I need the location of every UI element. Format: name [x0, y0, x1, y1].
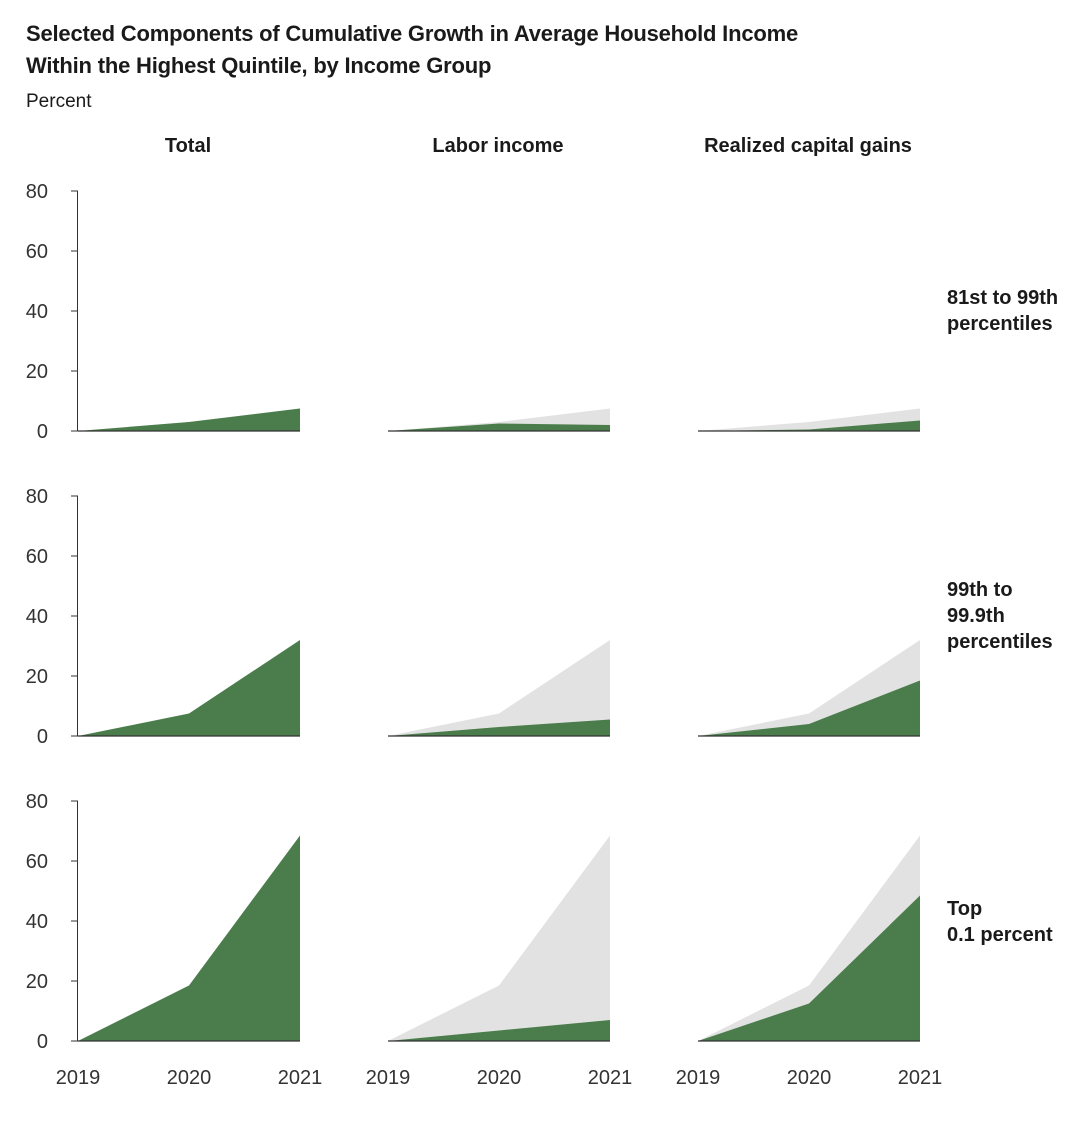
y-tick-label: 80: [26, 791, 48, 813]
x-tick-label: 2020: [167, 1067, 212, 1089]
component-area-2-1: [388, 1020, 610, 1041]
x-tick-label: 2019: [676, 1067, 721, 1089]
y-tick-label: 0: [37, 1031, 48, 1053]
component-area-2-0: [78, 835, 300, 1041]
component-area-0-1: [388, 423, 610, 431]
x-tick-label: 2021: [278, 1067, 323, 1089]
row-label-line: percentiles: [947, 313, 1053, 335]
y-tick-label: 80: [26, 181, 48, 203]
component-area-1-0: [78, 640, 300, 736]
column-header-total: Total: [164, 135, 212, 157]
y-tick-label: 40: [26, 606, 48, 628]
row-label-line: 99.9th: [947, 605, 1005, 627]
y-tick-label: 80: [26, 486, 48, 508]
y-tick-label: 0: [37, 421, 48, 443]
component-area-1-2: [698, 680, 920, 736]
y-tick-label: 40: [26, 301, 48, 323]
total-area-2-1: [388, 835, 610, 1041]
row-label-99th-to-99-9th: 99th to 99.9th percentiles: [947, 577, 1077, 655]
row-label-line: 81st to 99th: [947, 287, 1059, 309]
total-area-1-1: [388, 640, 610, 736]
y-tick-label: 20: [26, 971, 48, 993]
x-tick-label: 2020: [787, 1067, 832, 1089]
chart-title-line-1: Selected Components of Cumulative Growth…: [26, 21, 798, 46]
y-tick-label: 40: [26, 911, 48, 933]
row-label-81st-to-99th: 81st to 99th percentiles: [947, 285, 1077, 337]
component-area-0-0: [78, 408, 300, 431]
column-header-capital-gains: Realized capital gains: [704, 135, 912, 157]
x-tick-label: 2021: [898, 1067, 943, 1089]
y-tick-label: 0: [37, 726, 48, 748]
component-area-2-2: [698, 895, 920, 1041]
component-area-0-2: [698, 420, 920, 431]
y-tick-label: 60: [26, 241, 48, 263]
y-tick-label: 60: [26, 546, 48, 568]
x-tick-label: 2019: [366, 1067, 411, 1089]
row-label-line: percentiles: [947, 631, 1053, 653]
x-tick-label: 2021: [588, 1067, 633, 1089]
row-label-line: 99th to: [947, 579, 1013, 601]
row-label-top-0-1-percent: Top 0.1 percent: [947, 896, 1077, 948]
row-label-line: Top: [947, 898, 983, 920]
y-tick-label: 60: [26, 851, 48, 873]
x-tick-label: 2019: [56, 1067, 101, 1089]
y-tick-label: 20: [26, 361, 48, 383]
y-tick-label: 20: [26, 666, 48, 688]
y-unit-label: Percent: [26, 91, 92, 112]
x-tick-label: 2020: [477, 1067, 522, 1089]
chart-title: Selected Components of Cumulative Growth…: [26, 18, 1026, 82]
column-header-labor-income: Labor income: [432, 135, 564, 157]
chart-title-line-2: Within the Highest Quintile, by Income G…: [26, 53, 492, 78]
component-area-1-1: [388, 719, 610, 736]
row-label-line: 0.1 percent: [947, 924, 1053, 946]
